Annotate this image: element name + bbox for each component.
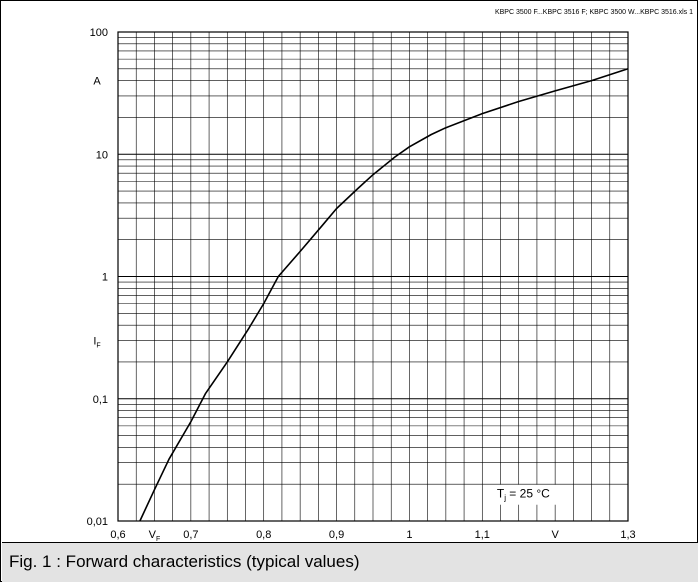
y-tick-label: 0,1 (93, 394, 108, 406)
x-tick-label: 0,9 (329, 529, 344, 541)
grid-lines (118, 32, 628, 521)
x-tick-label: 0,8 (256, 529, 271, 541)
y-axis-unit: A (93, 76, 101, 88)
x-tick-labels: 0,6 0,7 0,8 0,9 1 1,1 1,3 (110, 529, 635, 541)
annotation-background (492, 484, 573, 505)
y-tick-label: 10 (96, 149, 108, 161)
y-tick-labels: 0,01 0,1 1 10 100 (87, 27, 108, 528)
annotation-text: Tj = 25 °C (497, 487, 550, 503)
x-axis-unit: V (551, 529, 559, 541)
y-tick-label: 100 (90, 27, 108, 39)
x-tick-label: 1,3 (620, 529, 635, 541)
series-line-forward-current (139, 68, 629, 522)
plot-border (117, 31, 629, 522)
y-axis-symbol: IF (93, 335, 100, 349)
x-tick-label: 1 (406, 529, 412, 541)
x-axis-symbol: VF (149, 529, 161, 541)
y-tick-label: 1 (102, 272, 108, 284)
temperature-annotation: Tj = 25 °C (492, 484, 573, 505)
x-tick-label: 1,1 (475, 529, 490, 541)
series-layer (139, 68, 629, 522)
x-tick-label: 0,6 (110, 529, 125, 541)
plot-area (117, 31, 629, 522)
forward-characteristics-chart: KBPC 3500 F...KBPC 3516 F; KBPC 3500 W..… (87, 9, 694, 541)
x-tick-label: 0,7 (183, 529, 198, 541)
caption-bar: Fig. 1 : Forward characteristics (typica… (2, 542, 698, 582)
figure-caption: Fig. 1 : Forward characteristics (typica… (9, 552, 360, 571)
header-note: KBPC 3500 F...KBPC 3516 F; KBPC 3500 W..… (495, 9, 693, 16)
y-tick-label: 0,01 (87, 516, 108, 528)
